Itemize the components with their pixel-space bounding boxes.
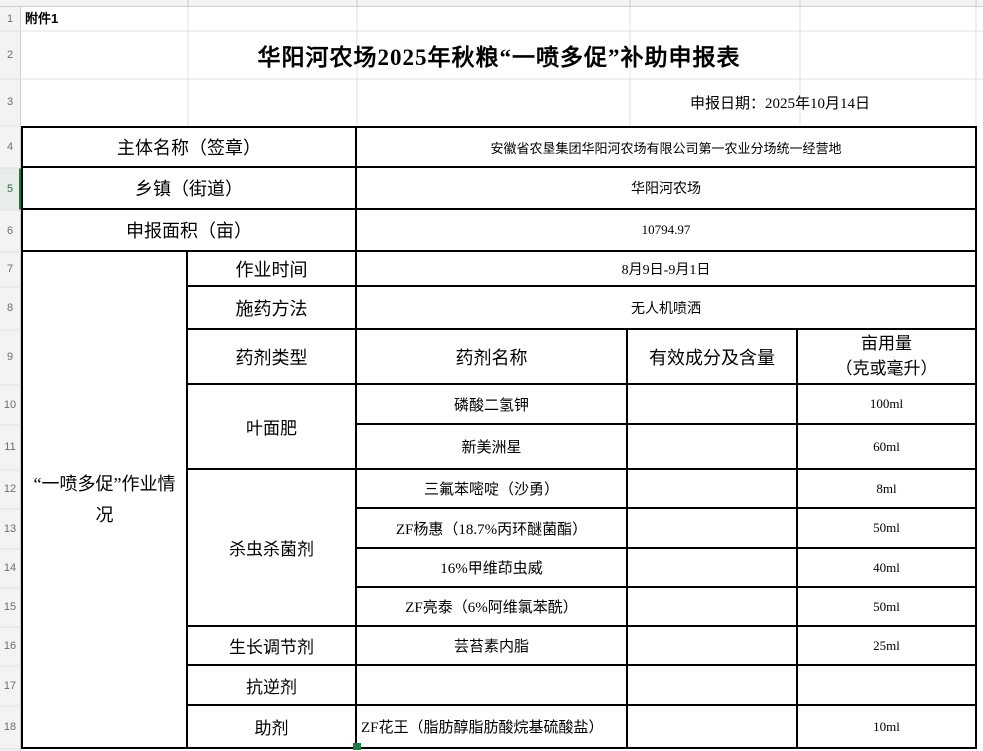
cell-agent-name[interactable]: ZF花王（脂肪醇脂肪酸烷基硫酸盐） [357, 706, 628, 747]
cell-dosage[interactable]: 50ml [798, 588, 975, 627]
cell-ingredient[interactable] [628, 627, 798, 666]
cell-ingredient[interactable] [628, 666, 798, 706]
cell-agent-name[interactable]: 磷酸二氢钾 [357, 385, 628, 425]
cell-agent-name[interactable]: 16%甲维茚虫威 [357, 549, 628, 588]
row-number-selected[interactable]: 5 [6, 183, 14, 195]
cell-ingredient[interactable] [628, 470, 798, 509]
cell-subject-value[interactable]: 安徽省农垦集团华阳河农场有限公司第一农业分场统一经营地 [357, 128, 975, 168]
selection-corner-mark [353, 743, 361, 750]
row-number[interactable]: 15 [3, 601, 17, 613]
header-dosage-line2: （克或毫升） [835, 358, 938, 378]
cell-area-label[interactable]: 申报面积（亩） [23, 210, 357, 252]
cell-work-time-label[interactable]: 作业时间 [188, 252, 357, 287]
cell-agent-name[interactable]: 芸苔素内脂 [357, 627, 628, 666]
form-title-cell[interactable]: 华阳河农场2025年秋粮“一喷多促”补助申报表 [257, 45, 741, 70]
row-number[interactable]: 8 [6, 302, 14, 314]
row-number[interactable]: 18 [3, 721, 17, 733]
row-number[interactable]: 4 [6, 141, 14, 153]
cell-area-value[interactable]: 10794.97 [357, 210, 975, 252]
row-number[interactable]: 9 [6, 351, 14, 363]
row-number[interactable]: 14 [3, 562, 17, 574]
row-number[interactable]: 11 [4, 441, 16, 453]
cell-dosage[interactable] [798, 666, 975, 706]
row-number[interactable]: 3 [6, 96, 14, 108]
row-number[interactable]: 1 [6, 13, 14, 25]
cell-category-foliar-fertilizer[interactable]: 叶面肥 [188, 385, 357, 470]
cell-ingredient[interactable] [628, 549, 798, 588]
cell-category-growth-regulator[interactable]: 生长调节剂 [188, 627, 357, 666]
row-number[interactable]: 10 [3, 399, 17, 411]
cell-dosage[interactable]: 25ml [798, 627, 975, 666]
header-dosage-line1: 亩用量 [861, 333, 912, 353]
cell-spray-method-value[interactable]: 无人机喷洒 [357, 287, 975, 330]
row-number[interactable]: 7 [6, 263, 14, 275]
row-number[interactable]: 2 [6, 49, 14, 61]
cell-dosage[interactable]: 60ml [798, 425, 975, 470]
cell-township-value[interactable]: 华阳河农场 [357, 168, 975, 210]
row-header-selected-highlight [0, 168, 21, 210]
cell-subject-label[interactable]: 主体名称（签章） [23, 128, 357, 168]
header-ingredient[interactable]: 有效成分及含量 [628, 330, 798, 385]
header-dosage[interactable]: 亩用量 （克或毫升） [798, 330, 975, 385]
cell-dosage[interactable]: 50ml [798, 509, 975, 549]
header-agent-type[interactable]: 药剂类型 [188, 330, 357, 385]
row-number[interactable]: 16 [3, 640, 17, 652]
cell-ingredient[interactable] [628, 588, 798, 627]
cell-ingredient[interactable] [628, 509, 798, 549]
report-date-cell[interactable]: 申报日期：2025年10月14日 [689, 96, 870, 112]
cell-ingredient[interactable] [628, 706, 798, 747]
row-number[interactable]: 6 [6, 225, 14, 237]
cell-ingredient[interactable] [628, 425, 798, 470]
cell-agent-name[interactable]: 三氟苯嘧啶（沙勇） [357, 470, 628, 509]
row-number[interactable]: 17 [3, 680, 17, 692]
cell-spray-method-label[interactable]: 施药方法 [188, 287, 357, 330]
row-number[interactable]: 13 [3, 523, 17, 535]
application-form-table: 主体名称（签章） 安徽省农垦集团华阳河农场有限公司第一农业分场统一经营地 乡镇（… [21, 126, 977, 749]
cell-agent-name[interactable] [357, 666, 628, 706]
cell-agent-name[interactable]: 新美洲星 [357, 425, 628, 470]
cell-operation-group-label[interactable]: “一喷多促”作业情况 [23, 252, 188, 747]
cell-work-time-value[interactable]: 8月9日-9月1日 [357, 252, 975, 287]
cell-agent-name[interactable]: ZF亮泰（6%阿维氯苯酰） [357, 588, 628, 627]
row-number[interactable]: 12 [3, 483, 17, 495]
column-header-strip[interactable] [0, 0, 983, 7]
header-agent-name[interactable]: 药剂名称 [357, 330, 628, 385]
cell-dosage[interactable]: 8ml [798, 470, 975, 509]
cell-agent-name[interactable]: ZF杨惠（18.7%丙环醚菌酯） [357, 509, 628, 549]
cell-category-insecticide-fungicide[interactable]: 杀虫杀菌剂 [188, 470, 357, 627]
cell-ingredient[interactable] [628, 385, 798, 425]
attachment-label-cell[interactable]: 附件1 [25, 11, 59, 26]
cell-category-stress-resistant[interactable]: 抗逆剂 [188, 666, 357, 706]
cell-dosage[interactable]: 10ml [873, 718, 900, 734]
cell-dosage[interactable]: 40ml [798, 549, 975, 588]
cell-dosage[interactable]: 100ml [798, 385, 975, 425]
cell-category-adjuvant[interactable]: 助剂 [188, 706, 357, 747]
cell-township-label[interactable]: 乡镇（街道） [23, 168, 357, 210]
